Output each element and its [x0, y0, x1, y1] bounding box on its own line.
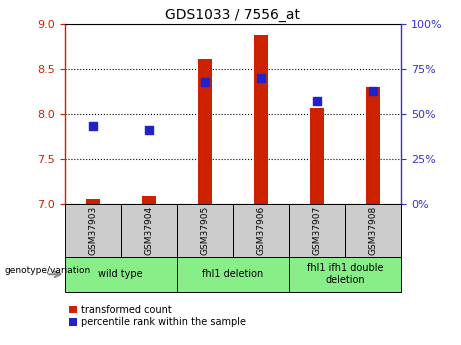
- Point: [313, 99, 321, 104]
- Text: GSM37908: GSM37908: [368, 206, 378, 255]
- Bar: [289, 257, 401, 292]
- Text: GSM37904: GSM37904: [144, 206, 153, 255]
- Text: genotype/variation: genotype/variation: [5, 266, 91, 275]
- Bar: [177, 257, 289, 292]
- Text: wild type: wild type: [98, 269, 143, 279]
- Point: [201, 79, 208, 84]
- Point: [257, 75, 265, 81]
- Bar: [65, 257, 177, 292]
- Text: GSM37907: GSM37907: [313, 206, 321, 255]
- Bar: [198, 59, 212, 204]
- Bar: [177, 204, 233, 257]
- Bar: [233, 204, 289, 257]
- Bar: [345, 204, 401, 257]
- Text: GSM37903: GSM37903: [88, 206, 97, 255]
- Legend: transformed count, percentile rank within the sample: transformed count, percentile rank withi…: [70, 305, 246, 327]
- Title: GDS1033 / 7556_at: GDS1033 / 7556_at: [165, 8, 300, 22]
- Bar: [310, 108, 324, 204]
- Bar: [289, 204, 345, 257]
- Text: fhl1 ifh1 double
deletion: fhl1 ifh1 double deletion: [307, 264, 383, 285]
- Point: [369, 88, 377, 93]
- Text: GSM37905: GSM37905: [200, 206, 209, 255]
- Bar: [86, 199, 100, 204]
- Bar: [65, 204, 121, 257]
- Bar: [254, 35, 268, 204]
- Bar: [366, 87, 380, 204]
- Text: fhl1 deletion: fhl1 deletion: [202, 269, 263, 279]
- Text: GSM37906: GSM37906: [256, 206, 266, 255]
- Bar: [142, 196, 156, 204]
- Point: [89, 124, 96, 129]
- Point: [145, 127, 152, 133]
- Bar: [121, 204, 177, 257]
